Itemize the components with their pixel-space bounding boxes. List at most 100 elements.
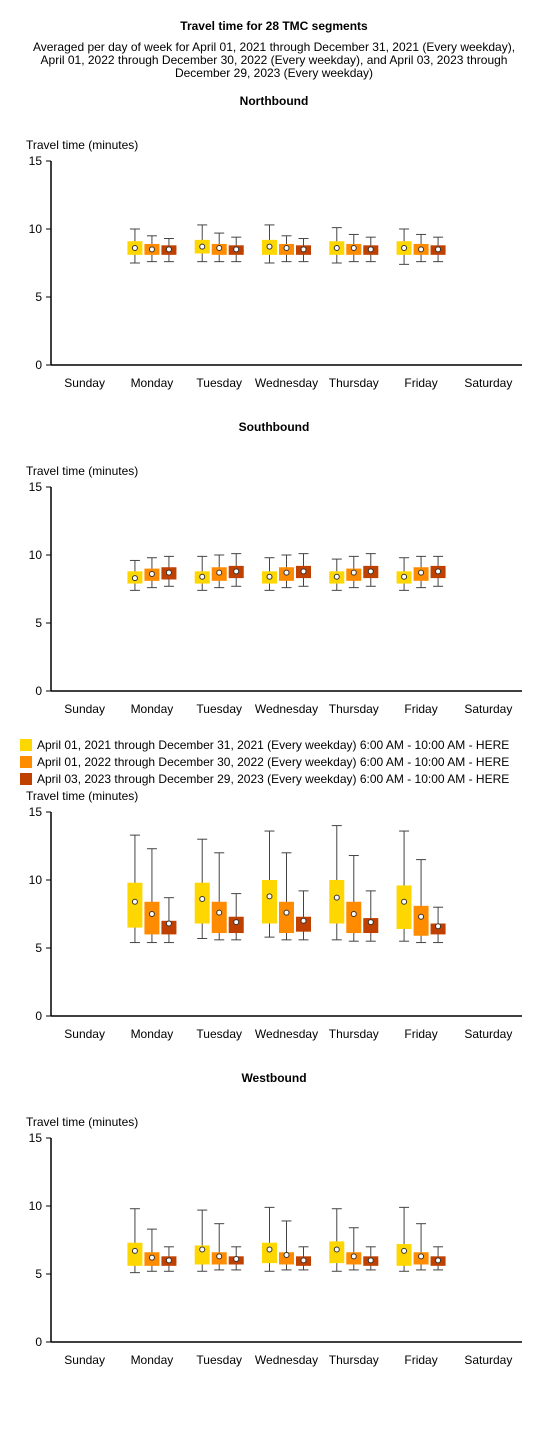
mean-marker	[266, 1246, 273, 1253]
chart-subtitle-line: April 01, 2022 through December 30, 2022…	[40, 53, 508, 67]
mean-marker	[199, 1246, 206, 1253]
x-tick-label: Monday	[131, 702, 174, 716]
mean-marker	[418, 569, 425, 576]
mean-marker	[199, 896, 206, 903]
box	[127, 228, 143, 264]
y-axis-label: Travel time (minutes)	[26, 1115, 139, 1129]
mean-marker	[233, 568, 240, 575]
box	[296, 553, 311, 587]
northbound-chart: 0 5 10 15 Sunday Monday Tuesday Wednesday Thursd…	[29, 154, 522, 390]
x-tick-label: Sunday	[64, 1027, 105, 1041]
mean-marker	[199, 243, 206, 250]
box-body	[396, 1244, 412, 1266]
x-tick-label: Saturday	[464, 702, 512, 716]
box	[211, 852, 227, 941]
southbound-panel: Southbound Travel time (minutes) 0 5 10 15 S…	[0, 420, 548, 740]
x-tick-label: Saturday	[464, 376, 512, 390]
mean-marker	[435, 568, 442, 575]
x-tick-label: Saturday	[464, 1353, 512, 1367]
mean-marker	[148, 1254, 155, 1261]
mean-marker	[367, 919, 374, 926]
box	[194, 224, 210, 263]
box	[228, 553, 244, 587]
box	[430, 1246, 446, 1271]
y-tick-label: 0	[35, 1335, 42, 1349]
box-body	[262, 1242, 277, 1264]
box	[329, 558, 345, 591]
box	[346, 233, 362, 263]
x-tick-label: Monday	[131, 1027, 174, 1041]
legend-label: April 01, 2022 through December 30, 2022…	[37, 755, 510, 769]
box-body	[211, 901, 227, 934]
box	[329, 1208, 345, 1272]
box-body	[413, 905, 429, 936]
mean-marker	[233, 1256, 240, 1263]
x-tick-label: Friday	[404, 1353, 437, 1367]
third-direction-chart: 0 5 10 15 Sunday Monday Tuesday Wednesday Thursd…	[29, 805, 522, 1041]
box	[127, 1208, 143, 1274]
legend-label: April 03, 2023 through December 29, 2023…	[37, 772, 510, 786]
mean-marker	[401, 1247, 408, 1254]
x-tick-label: Thursday	[329, 1027, 379, 1041]
y-tick-label: 10	[29, 222, 43, 236]
box	[396, 557, 412, 591]
y-tick-label: 5	[35, 290, 42, 304]
box-body	[127, 882, 143, 928]
box	[194, 555, 210, 591]
mean-marker	[333, 573, 340, 580]
box	[228, 236, 244, 263]
box-body	[144, 901, 160, 935]
mean-marker	[199, 573, 206, 580]
westbound-chart: 0 5 10 15 Sunday Monday Tuesday Wednesday Thursd…	[29, 1131, 522, 1367]
box	[296, 238, 311, 263]
box	[396, 830, 412, 942]
box	[346, 855, 362, 942]
x-tick-label: Thursday	[329, 1353, 379, 1367]
y-axis-label: Travel time (minutes)	[26, 138, 139, 152]
box	[161, 1246, 177, 1272]
x-tick-label: Sunday	[64, 702, 105, 716]
mean-marker	[367, 1257, 374, 1264]
mean-marker	[350, 1253, 357, 1260]
legend-swatch	[20, 739, 32, 751]
chart-subtitle: Averaged per day of week for April 01, 2…	[20, 41, 528, 80]
y-tick-label: 10	[29, 873, 43, 887]
mean-marker	[435, 1257, 442, 1264]
box	[279, 554, 294, 589]
box	[279, 235, 294, 263]
x-tick-label: Tuesday	[196, 1027, 242, 1041]
box	[363, 236, 379, 263]
box	[329, 825, 345, 941]
mean-marker	[165, 1257, 172, 1264]
mean-marker	[300, 917, 307, 924]
mean-marker	[148, 911, 155, 917]
x-tick-label: Sunday	[64, 376, 105, 390]
mean-marker	[266, 573, 273, 580]
mean-marker	[233, 246, 240, 253]
mean-marker	[401, 245, 408, 252]
box	[144, 235, 160, 263]
chart-subtitle-line: December 29, 2023 (Every weekday)	[174, 66, 374, 80]
y-tick-label: 10	[29, 1199, 43, 1213]
panel-title: Southbound	[238, 420, 310, 434]
box	[228, 1246, 244, 1271]
y-tick-label: 5	[35, 1267, 42, 1281]
box-body	[279, 901, 294, 934]
y-tick-label: 5	[35, 616, 42, 630]
mean-marker	[131, 575, 138, 582]
y-tick-label: 0	[35, 358, 42, 372]
box	[279, 1220, 294, 1271]
mean-marker	[418, 1253, 425, 1260]
box	[211, 232, 227, 263]
box	[430, 236, 446, 263]
box	[430, 906, 446, 944]
box-body	[396, 885, 412, 929]
mean-marker	[283, 245, 290, 252]
mean-marker	[216, 1253, 223, 1260]
box-body	[194, 882, 210, 924]
x-tick-label: Thursday	[329, 376, 379, 390]
x-tick-label: Tuesday	[196, 376, 242, 390]
mean-marker	[283, 569, 290, 576]
box-body	[363, 918, 379, 934]
mean-marker	[401, 898, 408, 905]
